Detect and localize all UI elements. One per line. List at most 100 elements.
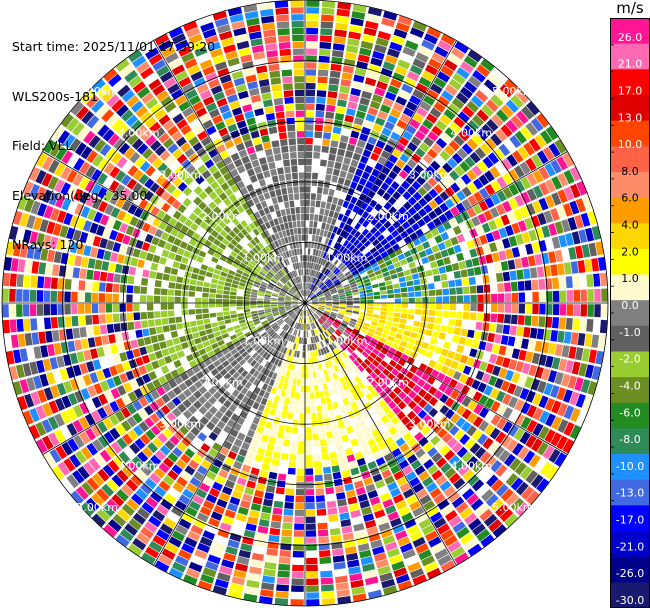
velocity-gate [295, 284, 300, 291]
velocity-gate [249, 214, 257, 222]
velocity-gate [223, 399, 232, 409]
velocity-gate [59, 368, 69, 381]
velocity-gate [480, 58, 495, 72]
velocity-gate [166, 412, 177, 422]
velocity-gate [97, 421, 108, 434]
velocity-gate [349, 387, 357, 395]
velocity-gate [380, 348, 388, 355]
velocity-gate [186, 369, 195, 378]
velocity-gate [207, 554, 221, 565]
velocity-gate [92, 359, 102, 371]
velocity-gate [337, 421, 345, 429]
velocity-gate [389, 347, 397, 355]
velocity-gate [109, 193, 120, 206]
velocity-gate [116, 342, 125, 352]
velocity-gate [282, 332, 288, 339]
velocity-gate [336, 589, 350, 598]
velocity-gate [305, 103, 315, 111]
velocity-gate [181, 159, 192, 170]
velocity-gate [469, 312, 477, 321]
velocity-gate [253, 236, 260, 244]
velocity-gate [284, 304, 292, 307]
velocity-gate [197, 275, 205, 281]
velocity-gate [9, 225, 19, 241]
velocity-gate [286, 281, 292, 288]
velocity-gate [298, 316, 302, 323]
velocity-gate [467, 412, 478, 424]
velocity-gate [30, 275, 38, 288]
velocity-gate [466, 456, 479, 468]
velocity-gate [222, 515, 234, 526]
velocity-gate [587, 289, 594, 302]
velocity-gate [72, 173, 84, 187]
velocity-gate [26, 214, 36, 229]
velocity-gate [91, 303, 99, 314]
velocity-gate [204, 239, 213, 248]
velocity-gate [364, 282, 372, 287]
velocity-gate [140, 464, 152, 477]
velocity-gate [514, 180, 526, 193]
velocity-gate [305, 172, 312, 179]
velocity-gate [78, 304, 85, 314]
velocity-gate [525, 304, 532, 314]
velocity-gate [395, 96, 408, 106]
velocity-gate [256, 364, 264, 372]
velocity-gate [223, 311, 230, 316]
velocity-gate [326, 319, 333, 325]
velocity-gate [453, 270, 461, 279]
velocity-gate [131, 138, 144, 150]
velocity-gate [31, 332, 40, 345]
velocity-gate [196, 280, 204, 287]
velocity-gate [277, 300, 285, 302]
velocity-gate [258, 313, 266, 318]
velocity-gate [281, 277, 287, 284]
azimuth-spoke [304, 302, 568, 455]
velocity-gate [264, 310, 272, 314]
velocity-gate [337, 273, 344, 279]
velocity-gate [246, 579, 260, 589]
velocity-gate [236, 296, 243, 300]
velocity-gate [249, 423, 258, 432]
velocity-gate [116, 469, 129, 483]
velocity-gate [246, 117, 256, 126]
velocity-gate [399, 258, 408, 266]
velocity-gate [350, 17, 364, 27]
velocity-gate [281, 313, 288, 318]
velocity-gate [362, 325, 369, 331]
velocity-gate [161, 393, 171, 404]
velocity-gate [357, 162, 366, 171]
velocity-gate [176, 247, 185, 256]
velocity-gate [320, 439, 327, 447]
velocity-gate [305, 110, 315, 117]
velocity-gate [551, 416, 563, 430]
colorbar-tick-label: 1.0 [621, 272, 639, 285]
velocity-gate [435, 310, 443, 317]
velocity-gate [115, 263, 123, 274]
velocity-gate [368, 272, 376, 278]
velocity-gate [243, 303, 250, 306]
velocity-gate [302, 344, 305, 351]
velocity-gate [292, 221, 297, 228]
velocity-gate [109, 365, 118, 377]
velocity-gate [324, 293, 331, 297]
velocity-gate [264, 106, 274, 114]
velocity-gate [115, 58, 130, 72]
velocity-gate [300, 337, 303, 344]
velocity-gate [374, 344, 383, 352]
velocity-gate [341, 383, 349, 391]
velocity-gate [455, 417, 466, 428]
velocity-gate [477, 433, 488, 446]
velocity-gate [140, 526, 154, 539]
velocity-gate [418, 327, 426, 335]
velocity-gate [298, 290, 302, 297]
velocity-gate [17, 259, 26, 273]
velocity-gate [324, 480, 334, 488]
velocity-gate [310, 350, 314, 358]
velocity-gate [168, 379, 178, 389]
velocity-gate [174, 221, 184, 230]
velocity-gate [402, 465, 413, 476]
velocity-gate [365, 20, 379, 30]
velocity-gate [268, 471, 278, 480]
velocity-gate [412, 191, 422, 201]
velocity-gate [508, 183, 519, 196]
